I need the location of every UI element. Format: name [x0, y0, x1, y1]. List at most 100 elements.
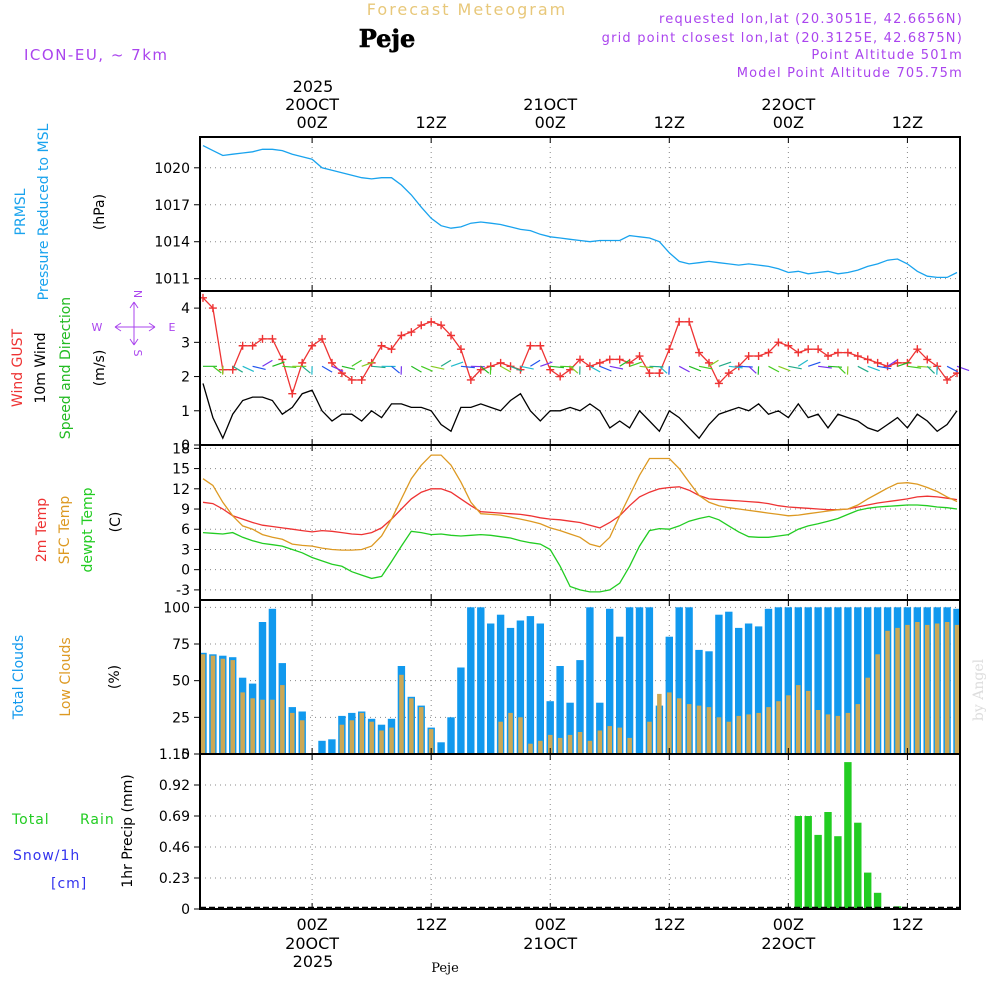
- total-cloud-bar: [586, 607, 594, 754]
- total-cloud-bar: [596, 702, 604, 754]
- ytick-label-precip: 0.92: [159, 778, 190, 794]
- label-2m-temp: 2m Temp: [34, 498, 50, 562]
- gust-marker: [417, 321, 426, 330]
- gust-marker: [625, 358, 634, 367]
- low-cloud-bar: [865, 677, 870, 754]
- chart-title: Forecast Meteogram: [367, 0, 567, 19]
- rain-bar: [854, 822, 862, 909]
- compass-s: S: [131, 350, 144, 357]
- wind-dir-arrow: [658, 365, 668, 374]
- gust-marker: [873, 358, 882, 367]
- gust-marker: [635, 352, 644, 361]
- dewpt-line: [202, 504, 958, 593]
- gust-marker: [466, 375, 475, 384]
- requested-coords: requested lon,lat (20.3051E, 42.6656N): [659, 12, 963, 27]
- ytick-label-wind: 4: [181, 301, 190, 317]
- wind-dir-arrow: [778, 365, 791, 372]
- gust-marker: [427, 317, 436, 326]
- wind-dir-arrow: [371, 365, 386, 369]
- gust-marker: [923, 355, 932, 364]
- wind-dir-arrow: [560, 365, 575, 368]
- gust-marker: [546, 365, 555, 374]
- low-cloud-bar: [776, 701, 781, 754]
- low-cloud-bar: [409, 698, 414, 754]
- gust-marker: [278, 355, 287, 364]
- low-cloud-bar: [240, 692, 245, 754]
- total-cloud-bar: [695, 649, 703, 754]
- bottom-time-label: 00Z: [296, 915, 327, 934]
- label-pressure-msl: Pressure Reduced to MSL: [36, 123, 52, 300]
- wind-dir-arrow: [391, 365, 400, 374]
- low-cloud-bar: [786, 695, 791, 754]
- low-cloud-bar: [557, 737, 563, 754]
- label-hpa: (hPa): [92, 194, 108, 230]
- total-cloud-bar: [685, 607, 693, 754]
- top-time-label: 00Z: [535, 113, 566, 132]
- bottom-year: 2025: [293, 952, 334, 971]
- label-total-clouds: Total Clouds: [11, 635, 27, 720]
- top-year: 2025: [293, 77, 334, 96]
- low-cloud-bar: [657, 693, 662, 754]
- wind-dir-arrow: [589, 365, 601, 373]
- total-cloud-bar: [576, 660, 584, 754]
- label-sfc-temp: SFC Temp: [57, 496, 73, 565]
- gust-marker: [695, 348, 704, 357]
- watermark: by Angel: [971, 658, 987, 721]
- low-cloud-bar: [736, 715, 741, 754]
- ytick-label-temperature: 6: [181, 522, 190, 538]
- low-cloud-bar: [538, 740, 543, 754]
- total-cloud-bar: [467, 607, 475, 754]
- low-cloud-bar: [706, 707, 712, 754]
- gust-marker: [377, 341, 386, 350]
- top-time-label: 00Z: [296, 113, 327, 132]
- gust-marker: [506, 362, 515, 371]
- ytick-label-pressure: 1014: [154, 235, 190, 251]
- low-cloud-bar: [885, 630, 890, 754]
- low-cloud-bar: [716, 717, 722, 754]
- gust-marker: [724, 369, 733, 378]
- rain-bar: [814, 834, 822, 909]
- gust-marker: [784, 341, 793, 350]
- panel-frame-precip: [199, 753, 961, 910]
- label-cm: [cm]: [51, 876, 87, 892]
- wind-dir-arrow: [520, 365, 534, 370]
- total-cloud-bar: [735, 627, 743, 754]
- low-cloud-bar: [647, 721, 652, 754]
- label-ms: (m/s): [92, 350, 108, 387]
- total-cloud-bar: [754, 626, 763, 754]
- gust-marker: [804, 345, 813, 354]
- gust-marker: [833, 348, 842, 357]
- gust-marker: [615, 355, 624, 364]
- wind-dir-arrow: [331, 365, 344, 372]
- wind-dir-arrow: [917, 365, 932, 368]
- gust-marker: [308, 341, 317, 350]
- low-cloud-bar: [379, 730, 384, 754]
- model-altitude: Model Point Altitude 705.75m: [737, 66, 963, 81]
- low-cloud-bar: [577, 732, 583, 754]
- ytick-label-precip: 0.69: [159, 809, 190, 825]
- wind-dir-arrow: [857, 365, 869, 373]
- wind-dir-arrow: [748, 365, 757, 374]
- low-cloud-bar: [290, 712, 295, 754]
- gust-marker: [754, 352, 763, 361]
- total-cloud-bar: [794, 607, 802, 754]
- ytick-label-clouds: 100: [163, 600, 190, 616]
- gust-marker: [714, 379, 723, 388]
- low-cloud-bar: [369, 721, 374, 754]
- low-cloud-bar: [627, 737, 632, 754]
- location-title: Peje: [359, 24, 416, 53]
- label-speed-direction: Speed and Direction: [58, 297, 74, 439]
- low-cloud-bar: [349, 720, 355, 754]
- wind-dir-arrow: [411, 365, 422, 373]
- ytick-label-pressure: 1011: [154, 272, 190, 288]
- label-snow: Snow/1h: [13, 848, 80, 864]
- wind-dir-arrow: [272, 361, 285, 367]
- ytick-label-temperature: 18: [172, 441, 190, 457]
- wind-dir-arrow: [867, 365, 880, 372]
- total-cloud-bar: [268, 608, 277, 754]
- label-low-clouds: Low Clouds: [58, 637, 74, 716]
- wind-dir-arrow: [500, 365, 512, 373]
- wind-dir-arrow: [649, 365, 664, 368]
- total-cloud-bar: [477, 607, 485, 754]
- bottom-time-label: 12Z: [892, 915, 923, 934]
